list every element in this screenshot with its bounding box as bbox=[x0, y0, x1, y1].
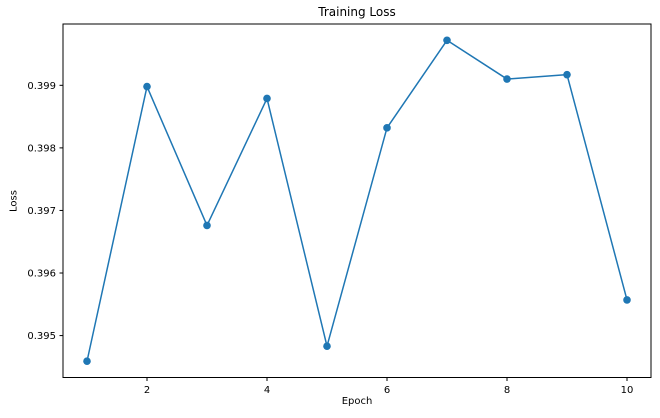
y-tick-label: 0.396 bbox=[27, 269, 56, 280]
x-tick-label: 6 bbox=[384, 385, 390, 396]
x-axis-label: Epoch bbox=[341, 396, 373, 407]
y-tick-label: 0.399 bbox=[27, 81, 56, 92]
x-tick-label: 2 bbox=[144, 385, 150, 396]
x-tick-label: 4 bbox=[264, 385, 270, 396]
plot-border bbox=[62, 23, 652, 378]
x-tick-label: 8 bbox=[504, 385, 510, 396]
loss-marker bbox=[143, 82, 151, 91]
chart-title: Training Loss bbox=[318, 5, 396, 19]
loss-marker bbox=[83, 357, 91, 366]
loss-marker bbox=[443, 36, 451, 45]
y-tick-label: 0.398 bbox=[27, 143, 56, 154]
y-tick-label: 0.397 bbox=[27, 206, 56, 217]
x-tick-label: 10 bbox=[621, 385, 634, 396]
loss-marker bbox=[503, 75, 511, 83]
loss-marker bbox=[203, 221, 211, 230]
loss-line bbox=[86, 39, 628, 362]
loss-marker bbox=[383, 124, 391, 132]
loss-marker bbox=[323, 342, 331, 351]
loss-marker bbox=[623, 296, 631, 304]
y-tick-label: 0.395 bbox=[27, 331, 56, 342]
loss-marker bbox=[563, 70, 571, 79]
loss-marker bbox=[263, 94, 271, 103]
